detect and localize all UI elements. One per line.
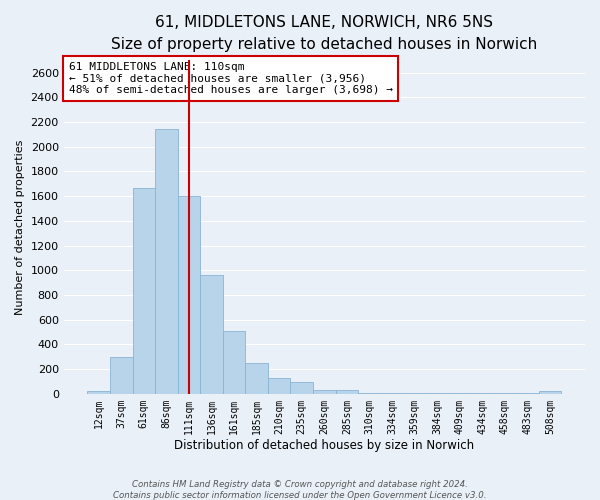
Bar	[313, 390, 335, 394]
Bar	[268, 378, 290, 394]
Title: 61, MIDDLETONS LANE, NORWICH, NR6 5NS
Size of property relative to detached hous: 61, MIDDLETONS LANE, NORWICH, NR6 5NS Si…	[111, 15, 538, 52]
Y-axis label: Number of detached properties: Number of detached properties	[15, 140, 25, 315]
Bar	[110, 358, 133, 394]
Bar	[245, 363, 268, 394]
Bar	[403, 393, 426, 394]
Bar	[88, 392, 110, 394]
Bar	[178, 196, 200, 394]
Bar	[381, 393, 403, 394]
Text: Contains HM Land Registry data © Crown copyright and database right 2024.
Contai: Contains HM Land Registry data © Crown c…	[113, 480, 487, 500]
Bar	[471, 393, 494, 394]
Bar	[155, 130, 178, 394]
Bar	[494, 393, 516, 394]
Bar	[358, 393, 381, 394]
Bar	[335, 390, 358, 394]
Bar	[200, 275, 223, 394]
Bar	[448, 393, 471, 394]
Bar	[426, 393, 448, 394]
Bar	[290, 382, 313, 394]
Bar	[539, 392, 562, 394]
X-axis label: Distribution of detached houses by size in Norwich: Distribution of detached houses by size …	[174, 440, 475, 452]
Bar	[133, 188, 155, 394]
Bar	[516, 393, 539, 394]
Text: 61 MIDDLETONS LANE: 110sqm
← 51% of detached houses are smaller (3,956)
48% of s: 61 MIDDLETONS LANE: 110sqm ← 51% of deta…	[69, 62, 393, 95]
Bar	[223, 332, 245, 394]
